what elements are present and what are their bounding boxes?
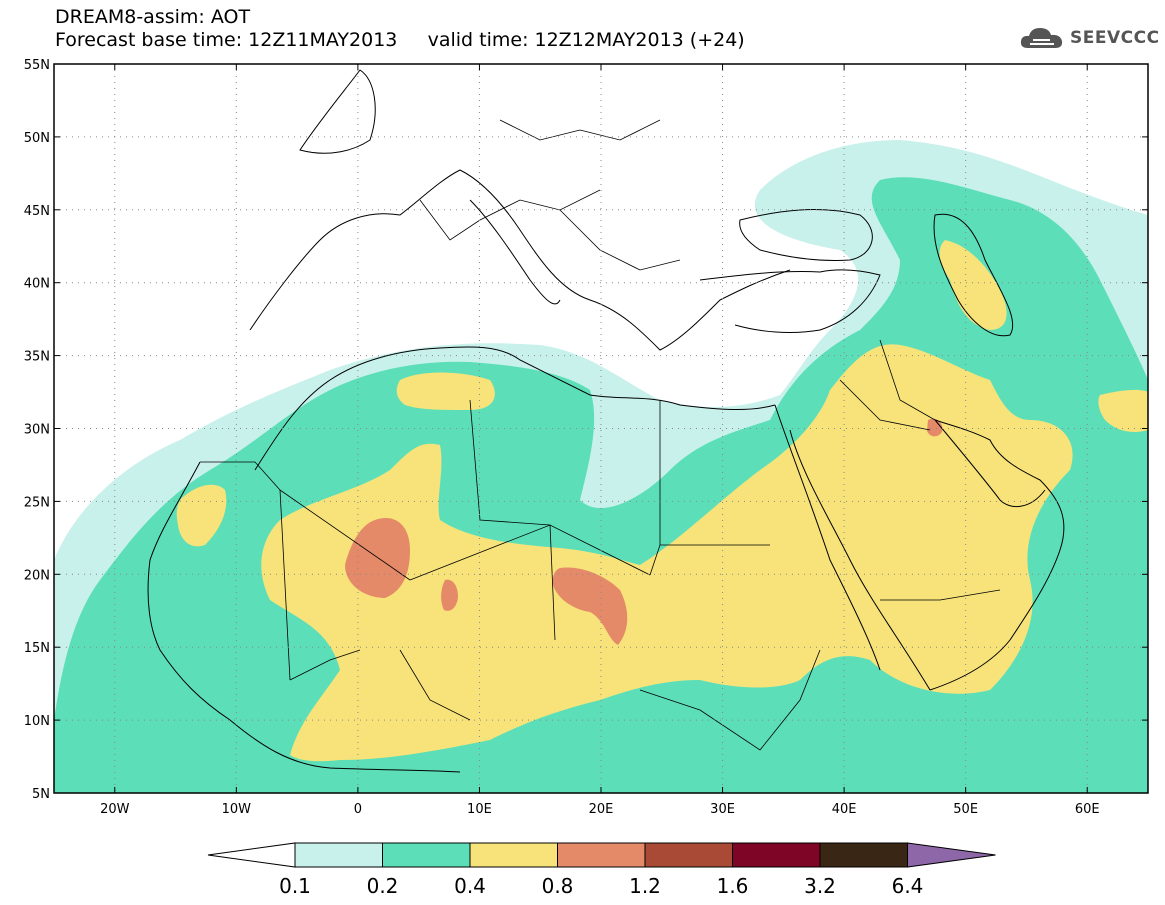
lat-axis: 5N 10N 15N 20N 25N 30N 35N 40N 45N 50N 55N	[24, 58, 1148, 802]
coastline-europe	[249, 169, 791, 351]
colorbar-label: 3.2	[804, 874, 836, 898]
colorbar-swatch	[732, 842, 821, 868]
border-iran	[879, 339, 936, 421]
colorbar-swatch	[557, 842, 646, 868]
lon-tick-label: 50E	[953, 802, 978, 817]
border-sahara-5	[549, 524, 556, 641]
lon-axis: 20W 10W 0 10E 20E 30E 40E 50E 60E	[100, 64, 1100, 817]
lat-tick-label: 20N	[24, 568, 50, 583]
aot-contour-0.8-chad	[552, 567, 628, 645]
coastlines	[147, 69, 1065, 773]
border-europe-2	[499, 119, 661, 141]
aot-contour-0.4-mauritania	[176, 484, 227, 547]
border-east-africa	[639, 649, 821, 751]
border-sahara-4	[469, 399, 551, 526]
colorbar-label: 0.1	[279, 874, 311, 898]
lat-tick-label: 25N	[24, 495, 50, 510]
colorbar-swatch	[469, 842, 558, 868]
coastline-north-africa	[254, 346, 776, 471]
lat-tick-label: 5N	[32, 787, 50, 802]
border-west-2	[289, 649, 361, 681]
aot-contour-0.4-oman	[1098, 389, 1148, 432]
forecast-times: Forecast base time: 12Z11MAY2013 valid t…	[55, 30, 745, 50]
colorbar-swatch	[382, 842, 471, 868]
lon-tick-label: 0	[354, 802, 362, 817]
lat-tick-label: 15N	[24, 641, 50, 656]
lon-tick-label: 20E	[589, 802, 614, 817]
lat-tick-label: 55N	[24, 58, 50, 73]
border-arabia-2	[880, 589, 1001, 601]
aot-contour-0.8-niger	[441, 579, 458, 611]
lat-tick-label: 40N	[24, 277, 50, 292]
coastline-persian-gulf	[934, 419, 1046, 508]
aot-contour-0.4-caspian	[939, 240, 1007, 330]
border-sahara-2	[279, 489, 411, 581]
graticule	[54, 64, 1148, 793]
colorbar-swatch	[819, 842, 908, 868]
logo-text: SEEVCCC	[1070, 28, 1160, 48]
border-west-1	[200, 461, 281, 491]
lon-tick-label: 40E	[832, 802, 857, 817]
border-europe-3	[559, 209, 681, 271]
colorbar-swatch	[294, 842, 383, 868]
colorbar-swatch	[644, 842, 733, 868]
colorbar-label: 1.6	[717, 874, 749, 898]
lat-tick-label: 30N	[24, 423, 50, 438]
lat-tick-label: 50N	[24, 131, 50, 146]
map-title: DREAM8-assim: AOT	[55, 6, 251, 28]
coastline-west-africa	[147, 461, 461, 773]
border-arabia-1	[839, 379, 931, 431]
base-time: Forecast base time: 12Z11MAY2013	[55, 29, 398, 51]
colorbar-label: 1.2	[629, 874, 661, 898]
aot-contour-0.4-algeria	[396, 372, 495, 410]
coastline-caspian	[933, 213, 1014, 337]
country-borders	[200, 119, 1001, 751]
colorbar-arrow-left	[207, 842, 296, 868]
border-sahara-1	[279, 489, 291, 681]
lat-tick-label: 10N	[24, 714, 50, 729]
lat-tick-label: 45N	[24, 204, 50, 219]
coastline-arabia	[929, 419, 1065, 691]
border-europe-1	[419, 189, 601, 241]
aot-contour-0.8-mali	[345, 518, 410, 598]
colorbar: 0.1 0.2 0.4 0.8 1.2 1.6 3.2 6.4	[207, 842, 996, 898]
colorbar-label: 6.4	[892, 874, 924, 898]
coastline-turkey	[699, 269, 881, 333]
lat-tick-label: 35N	[24, 350, 50, 365]
colorbar-arrow-right	[907, 842, 996, 868]
cloud-icon	[1020, 28, 1063, 48]
aot-contour-0.8-kuwait	[927, 418, 943, 437]
coastline-italy	[469, 199, 561, 305]
lon-tick-label: 60E	[1075, 802, 1100, 817]
coastline-uk	[299, 69, 376, 154]
seevccc-logo: SEEVCCC	[1018, 22, 1160, 54]
aot-contour-0.4	[261, 344, 1073, 762]
coastline-black-sea	[739, 209, 873, 261]
lon-tick-label: 10E	[467, 802, 492, 817]
border-west-3	[399, 649, 471, 721]
valid-time: valid time: 12Z12MAY2013 (+24)	[427, 29, 745, 51]
colorbar-label: 0.8	[542, 874, 574, 898]
lon-tick-label: 30E	[710, 802, 735, 817]
colorbar-label: 0.4	[454, 874, 486, 898]
lon-tick-label: 20W	[100, 802, 130, 817]
lon-tick-label: 10W	[222, 802, 252, 817]
colorbar-label: 0.2	[367, 874, 399, 898]
coastline-red-sea	[774, 404, 931, 691]
